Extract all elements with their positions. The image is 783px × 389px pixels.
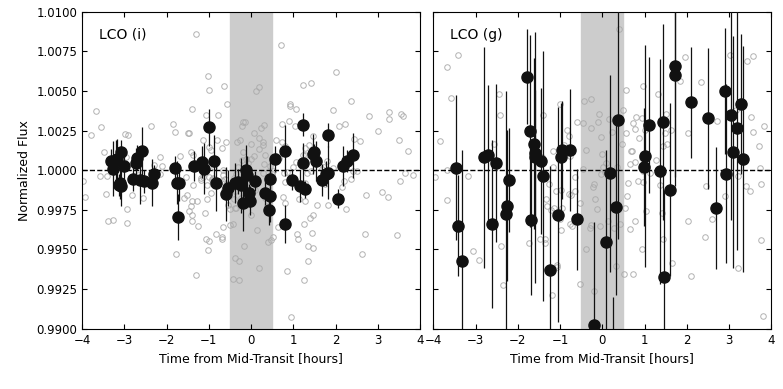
Text: LCO (i): LCO (i) [99, 28, 146, 42]
X-axis label: Time from Mid-Transit [hours]: Time from Mid-Transit [hours] [159, 352, 343, 365]
Y-axis label: Normalized Flux: Normalized Flux [18, 120, 31, 221]
Bar [230, 12, 272, 329]
X-axis label: Time from Mid-Transit [hours]: Time from Mid-Transit [hours] [511, 352, 695, 365]
Text: LCO (g): LCO (g) [450, 28, 503, 42]
Bar [581, 12, 623, 329]
